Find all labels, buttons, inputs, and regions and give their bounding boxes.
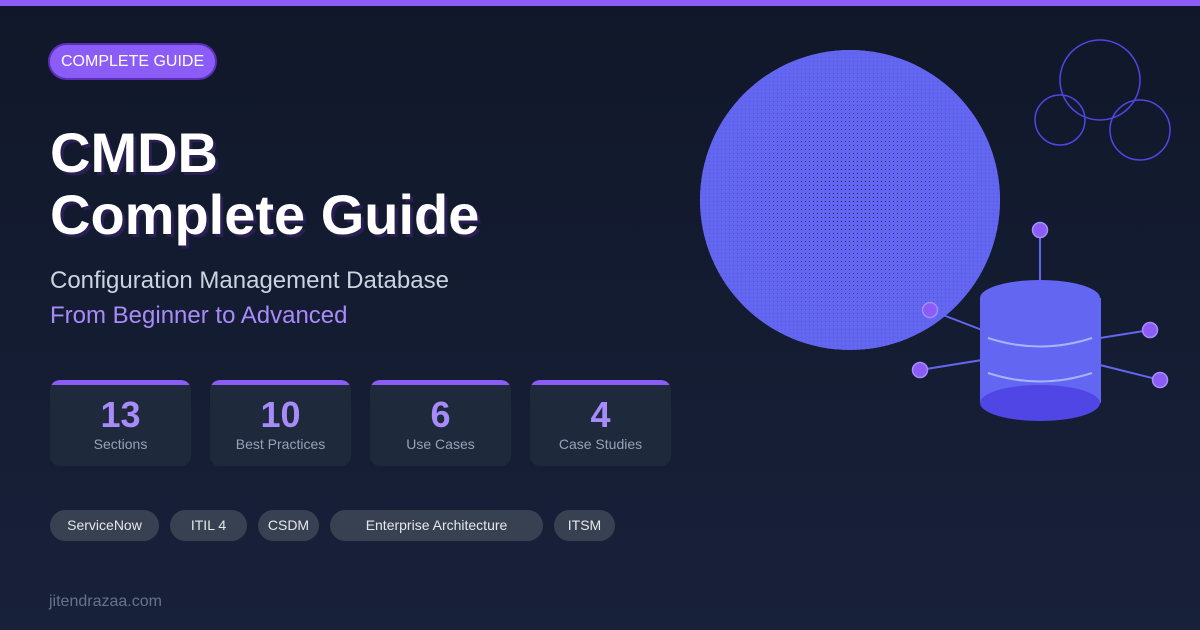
tag-csdm: CSDM bbox=[258, 510, 319, 541]
stat-value: 10 bbox=[260, 394, 301, 435]
complete-guide-badge: COMPLETE GUIDE bbox=[48, 43, 218, 80]
stat-card-case-studies: 4 Case Studies bbox=[530, 380, 671, 466]
stat-card-use-cases: 6 Use Cases bbox=[370, 380, 511, 466]
stat-value: 4 bbox=[590, 394, 611, 435]
stat-label: Best Practices bbox=[235, 436, 326, 452]
sphere-graphic bbox=[700, 50, 1000, 350]
network-nodes bbox=[911, 221, 1169, 389]
stat-label: Sections bbox=[93, 436, 148, 452]
stat-value: 13 bbox=[100, 394, 141, 435]
stat-label: Case Studies bbox=[558, 436, 643, 452]
title-line-1: CMDB bbox=[50, 121, 218, 184]
footer-site-link: jitendrazaa.com bbox=[49, 593, 162, 610]
stat-value: 6 bbox=[430, 394, 451, 435]
circles-icon bbox=[1034, 39, 1171, 161]
tag-itsm: ITSM bbox=[554, 510, 615, 541]
stat-label: Use Cases bbox=[406, 436, 475, 452]
tag-servicenow: ServiceNow bbox=[50, 510, 159, 541]
title-line-2: Complete Guide bbox=[50, 183, 480, 246]
network-lines bbox=[919, 230, 1161, 381]
tagline: From Beginner to Advanced bbox=[50, 302, 348, 329]
tag-itil4: ITIL 4 bbox=[170, 510, 247, 541]
stat-card-sections: 13 Sections bbox=[50, 380, 191, 466]
page-title: CMDB Complete Guide bbox=[50, 122, 479, 246]
top-accent-bar bbox=[0, 0, 1200, 6]
subtitle: Configuration Management Database bbox=[50, 267, 449, 294]
stat-card-best-practices: 10 Best Practices bbox=[210, 380, 351, 466]
database-cylinder bbox=[980, 280, 1101, 421]
tag-enterprise-architecture: Enterprise Architecture bbox=[330, 510, 543, 541]
